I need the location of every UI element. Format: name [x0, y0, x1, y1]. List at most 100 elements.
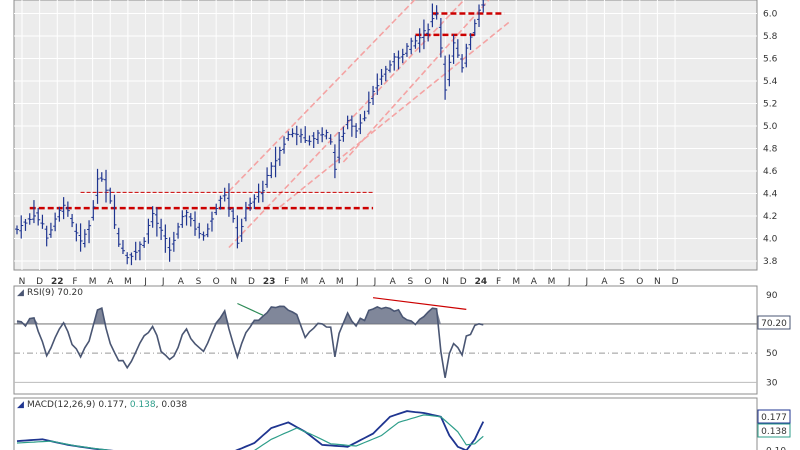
- ohlc-bar: [455, 39, 460, 58]
- ohlc-bar: [133, 241, 138, 261]
- rsi-line: [16, 305, 484, 378]
- macd-plot: [16, 410, 485, 450]
- rsi-last-value: 70.20: [761, 319, 787, 329]
- ohlc-bar: [290, 128, 295, 138]
- price-x-tick-label: N: [19, 277, 26, 287]
- rsi-plot: [16, 297, 484, 378]
- ohlc-bar: [430, 3, 435, 28]
- ohlc-bar: [239, 218, 244, 242]
- ohlc-bar: [44, 225, 49, 247]
- ohlc-bar: [298, 128, 303, 143]
- ohlc-bar: [61, 197, 66, 220]
- price-y-tick-label: 5.6: [763, 55, 778, 65]
- price-x-tick-label: M: [89, 277, 97, 287]
- price-y-axis: 3.8 4.0 4.2 4.4 4.6 4.8 5.0 5.2 5.4 5.6 5.8 6.0: [763, 10, 778, 268]
- price-x-tick-label: S: [196, 277, 202, 287]
- signal-value-badge: 0.138: [757, 423, 791, 438]
- price-x-tick-label: F: [496, 277, 501, 287]
- ohlc-bar: [150, 206, 155, 228]
- ohlc-bar: [214, 203, 219, 216]
- price-x-tick-label: J: [373, 277, 377, 287]
- ohlc-bar: [464, 43, 469, 68]
- price-x-tick-label: J: [143, 277, 147, 287]
- ohlc-bar: [78, 223, 83, 252]
- rsi-legend-icon: ◢: [17, 288, 24, 298]
- ohlc-bar: [315, 129, 320, 144]
- ohlc-bar: [159, 218, 164, 241]
- macd-panel: 0.200.150.10 ◢ MACD(12,26,9)0.177, 0.138…: [13, 397, 791, 450]
- price-x-tick-label: J: [355, 277, 359, 287]
- rsi-divergence-line: [372, 297, 467, 310]
- price-y-tick-label: 6.0: [763, 10, 778, 20]
- ohlc-bar: [269, 162, 274, 179]
- ohlc-bar: [349, 115, 354, 137]
- ohlc-bar: [15, 225, 19, 235]
- price-x-tick-label: A: [107, 277, 114, 287]
- ohlc-bar: [27, 213, 32, 225]
- ohlc-bar: [438, 18, 443, 58]
- ohlc-bar: [87, 220, 92, 244]
- ohlc-bar: [142, 237, 147, 248]
- price-x-tick-label: A: [601, 277, 608, 287]
- ohlc-bar: [231, 208, 236, 223]
- ohlc-bar: [256, 183, 261, 203]
- ohlc-bar: [354, 123, 359, 139]
- ohlc-bar: [252, 194, 257, 210]
- ohlc-bar: [303, 126, 308, 143]
- price-x-tick-label: M: [512, 277, 520, 287]
- ohlc-bar: [460, 54, 465, 73]
- ohlc-bar: [311, 132, 316, 149]
- ohlc-bar: [409, 37, 414, 55]
- price-x-tick-label: M: [548, 277, 556, 287]
- ohlc-bar: [154, 207, 159, 237]
- price-x-tick-label: M: [336, 277, 344, 287]
- ohlc-bar: [99, 172, 104, 182]
- ohlc-bar: [379, 68, 384, 85]
- signal-last-value: 0.138: [761, 427, 787, 437]
- price-gridlines: [14, 0, 757, 270]
- price-panel-background: [13, 0, 758, 271]
- ohlc-bar: [277, 146, 282, 166]
- rsi-divergence-line: [237, 302, 264, 316]
- ohlc-bar: [248, 197, 253, 211]
- rsi-y-tick-label: 30: [766, 378, 778, 388]
- ohlc-bar: [341, 126, 346, 142]
- ohlc-bar: [307, 135, 312, 146]
- price-x-tick-label: 24: [475, 277, 488, 287]
- ohlc-bar: [345, 115, 350, 130]
- ohlc-bar: [226, 183, 231, 217]
- price-x-tick-label: A: [531, 277, 538, 287]
- ohlc-bar: [205, 223, 210, 238]
- ohlc-bar: [180, 210, 185, 228]
- macd-legend-text: MACD(12,26,9) 0.177, 0.138, 0.038: [27, 400, 187, 410]
- ohlc-bar: [392, 53, 397, 71]
- trend-channel-line: [342, 0, 490, 163]
- ohlc-bar: [19, 215, 24, 239]
- rsi-y-tick-label: 90: [766, 291, 778, 301]
- ohlc-bar: [116, 227, 121, 247]
- price-x-tick-label: S: [407, 277, 413, 287]
- price-x-tick-label: M: [124, 277, 132, 287]
- price-x-tick-label: A: [178, 277, 185, 287]
- ohlc-bar: [371, 85, 376, 106]
- ohlc-bar: [188, 213, 193, 227]
- ohlc-bar: [426, 23, 431, 42]
- price-x-tick-label: O: [424, 277, 431, 287]
- ohlc-bar: [243, 201, 248, 222]
- ohlc-bar: [129, 252, 134, 266]
- ohlc-bar: [209, 211, 214, 232]
- ohlc-bar: [82, 229, 87, 248]
- ohlc-bar: [48, 222, 53, 238]
- ohlc-bar: [108, 187, 113, 204]
- price-x-tick-label: J: [161, 277, 165, 287]
- price-x-tick-label: F: [284, 277, 289, 287]
- ohlc-bar: [324, 129, 329, 140]
- trend-channel-line: [228, 0, 416, 192]
- price-y-tick-label: 4.2: [763, 212, 777, 222]
- ohlc-bar: [362, 110, 367, 122]
- rsi-y-axis: 30507090: [766, 291, 778, 389]
- price-x-axis: N D 22 F M A M J J A S O N D 23 F M A M J J A S O N D 24 F M A M J J A S O N…: [19, 277, 679, 287]
- price-bars: [15, 0, 486, 266]
- ohlc-bar: [184, 209, 189, 226]
